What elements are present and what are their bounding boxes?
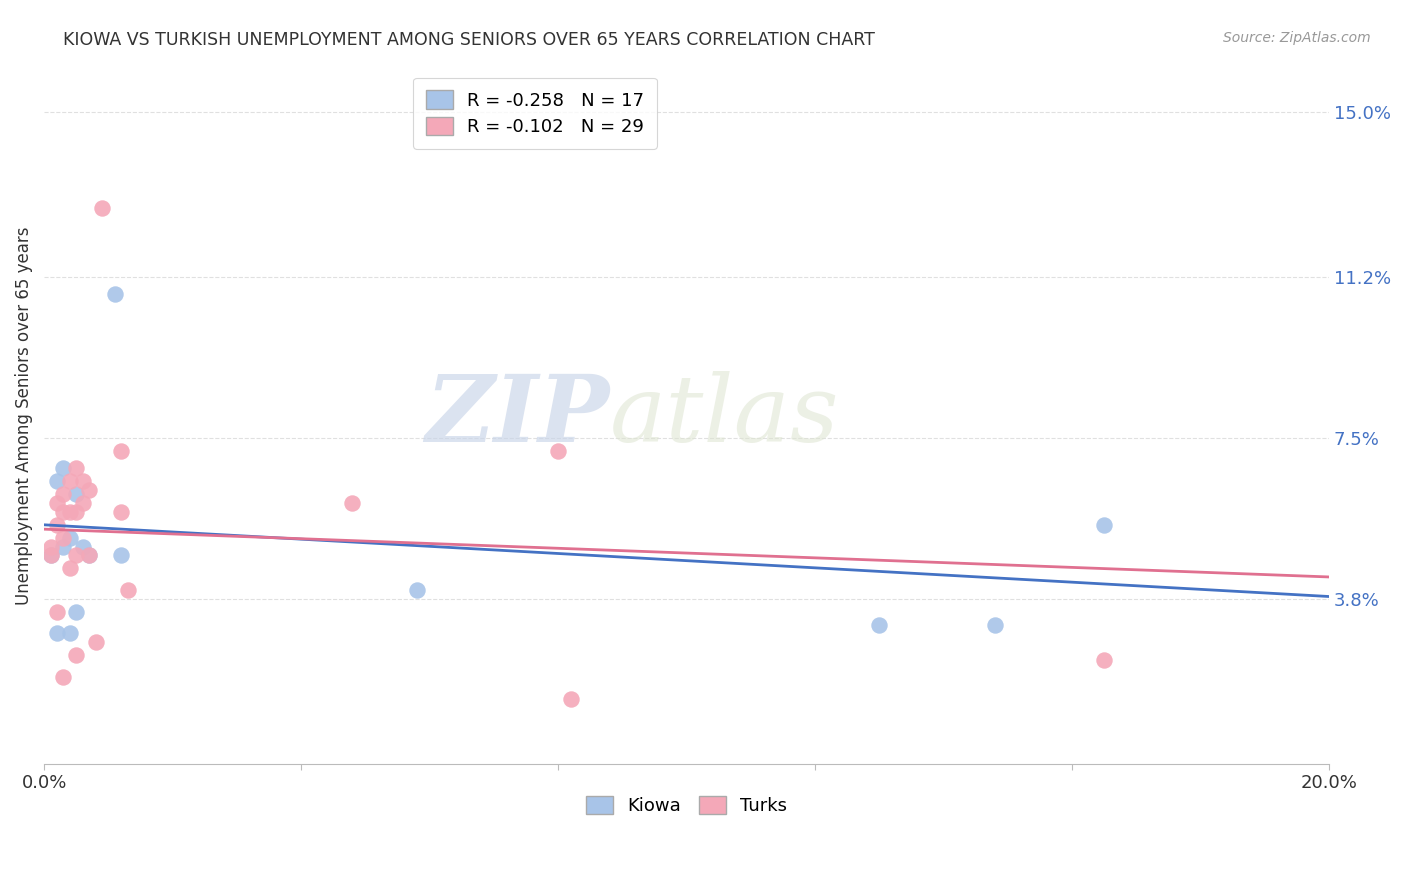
Point xyxy=(65,548,87,562)
Point xyxy=(59,505,82,519)
Point xyxy=(52,540,75,554)
Text: KIOWA VS TURKISH UNEMPLOYMENT AMONG SENIORS OVER 65 YEARS CORRELATION CHART: KIOWA VS TURKISH UNEMPLOYMENT AMONG SENI… xyxy=(63,31,875,49)
Point xyxy=(39,548,62,562)
Point xyxy=(59,561,82,575)
Point xyxy=(868,617,890,632)
Point xyxy=(110,444,132,458)
Point xyxy=(77,483,100,497)
Point xyxy=(72,475,94,489)
Point xyxy=(46,517,69,532)
Point xyxy=(65,505,87,519)
Point xyxy=(1092,517,1115,532)
Point xyxy=(72,540,94,554)
Point xyxy=(39,540,62,554)
Point xyxy=(65,461,87,475)
Point xyxy=(52,531,75,545)
Point xyxy=(46,605,69,619)
Point xyxy=(52,461,75,475)
Point xyxy=(547,444,569,458)
Point xyxy=(405,582,427,597)
Point xyxy=(46,496,69,510)
Point xyxy=(84,635,107,649)
Point xyxy=(117,582,139,597)
Point xyxy=(104,287,127,301)
Text: atlas: atlas xyxy=(609,371,839,461)
Point xyxy=(65,648,87,663)
Point xyxy=(59,475,82,489)
Point xyxy=(90,201,112,215)
Point xyxy=(72,496,94,510)
Point xyxy=(46,475,69,489)
Point xyxy=(65,605,87,619)
Point xyxy=(46,626,69,640)
Point xyxy=(984,617,1007,632)
Point xyxy=(110,505,132,519)
Point xyxy=(77,548,100,562)
Point xyxy=(52,487,75,501)
Point xyxy=(110,548,132,562)
Point xyxy=(77,548,100,562)
Legend: Kiowa, Turks: Kiowa, Turks xyxy=(576,787,797,824)
Point xyxy=(39,548,62,562)
Point xyxy=(59,626,82,640)
Text: ZIP: ZIP xyxy=(425,371,609,461)
Point xyxy=(560,691,582,706)
Text: Source: ZipAtlas.com: Source: ZipAtlas.com xyxy=(1223,31,1371,45)
Y-axis label: Unemployment Among Seniors over 65 years: Unemployment Among Seniors over 65 years xyxy=(15,227,32,606)
Point xyxy=(1092,652,1115,666)
Point xyxy=(59,531,82,545)
Point xyxy=(52,505,75,519)
Point xyxy=(65,487,87,501)
Point xyxy=(52,670,75,684)
Point xyxy=(342,496,364,510)
